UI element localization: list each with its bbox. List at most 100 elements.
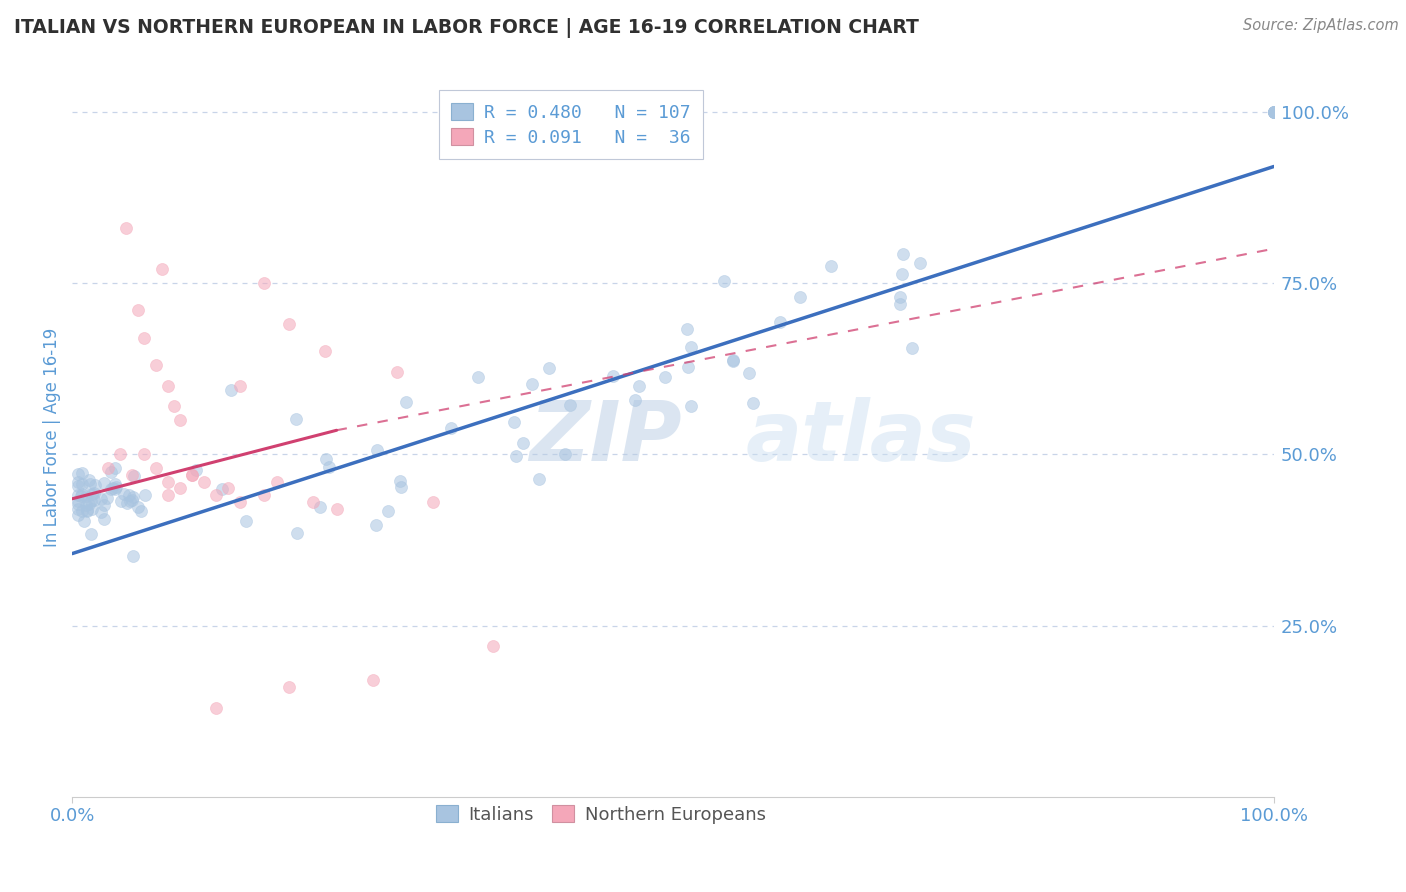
Point (122, 490, 145, 504)
Point (769, 315, 792, 329)
Point (72, 466, 94, 480)
Point (277, 317, 299, 331)
Point (723, 352, 745, 367)
Point (193, 475, 215, 489)
Point (67, 467, 90, 481)
Point (211, 482, 233, 496)
Y-axis label: In Labor Force | Age 16-19: In Labor Force | Age 16-19 (44, 327, 60, 547)
Point (72, 477, 94, 491)
Point (121, 467, 143, 482)
Point (90, 491, 112, 506)
Point (93, 498, 115, 512)
Point (129, 504, 152, 518)
Point (67, 475, 90, 489)
Point (741, 395, 763, 409)
Point (80, 487, 103, 501)
Point (1263, 104, 1285, 119)
Point (150, 262, 173, 277)
Point (181, 467, 204, 482)
Point (229, 495, 252, 509)
Point (93, 475, 115, 490)
Point (364, 518, 387, 533)
Point (70, 504, 93, 518)
Point (325, 502, 347, 516)
Point (122, 468, 145, 483)
Point (676, 360, 699, 375)
Point (554, 447, 576, 461)
Point (891, 247, 914, 261)
Point (79, 473, 101, 487)
Point (157, 475, 180, 489)
Point (103, 481, 125, 495)
Point (112, 487, 135, 501)
Point (285, 412, 308, 426)
Point (157, 378, 180, 392)
Point (122, 549, 145, 563)
Point (163, 399, 186, 413)
Point (127, 500, 149, 514)
Point (90, 505, 112, 519)
Point (205, 700, 228, 714)
Text: atlas: atlas (745, 397, 976, 477)
Point (217, 482, 239, 496)
Text: ZIP: ZIP (529, 397, 682, 477)
Point (482, 639, 505, 653)
Point (422, 495, 444, 509)
Point (309, 500, 332, 515)
Point (558, 398, 581, 412)
Point (820, 259, 842, 273)
Point (235, 514, 257, 528)
Point (145, 461, 167, 475)
Point (314, 344, 336, 359)
Point (377, 504, 399, 518)
Point (253, 276, 276, 290)
Point (713, 274, 735, 288)
Point (80, 501, 103, 516)
Point (366, 442, 388, 457)
Point (110, 447, 132, 461)
Point (100, 465, 122, 479)
Point (467, 369, 489, 384)
Point (75, 489, 97, 503)
Point (301, 495, 323, 509)
Point (385, 365, 408, 379)
Point (318, 460, 340, 475)
Point (97, 461, 120, 475)
Point (654, 370, 676, 384)
Point (908, 255, 931, 269)
Point (789, 290, 811, 304)
Point (104, 460, 127, 475)
Point (115, 221, 138, 235)
Point (134, 488, 156, 502)
Point (181, 467, 204, 482)
Point (681, 340, 703, 354)
Point (440, 420, 463, 434)
Point (75, 498, 97, 512)
Point (169, 413, 191, 427)
Point (512, 436, 534, 450)
Point (70, 487, 93, 501)
Point (134, 331, 156, 345)
Point (1263, 104, 1285, 119)
Point (121, 492, 143, 507)
Point (681, 399, 703, 413)
Point (721, 353, 744, 368)
Point (889, 297, 911, 311)
Point (110, 493, 132, 508)
Point (1263, 104, 1285, 119)
Point (73, 514, 96, 528)
Point (67, 479, 90, 493)
Point (219, 384, 242, 398)
Point (389, 480, 412, 494)
Point (67, 502, 90, 516)
Point (83, 478, 105, 492)
Point (503, 415, 526, 429)
Point (738, 367, 761, 381)
Point (105, 480, 128, 494)
Point (394, 394, 416, 409)
Point (96, 491, 118, 505)
Point (527, 472, 550, 486)
Point (624, 393, 647, 408)
Point (118, 488, 141, 502)
Point (186, 463, 208, 477)
